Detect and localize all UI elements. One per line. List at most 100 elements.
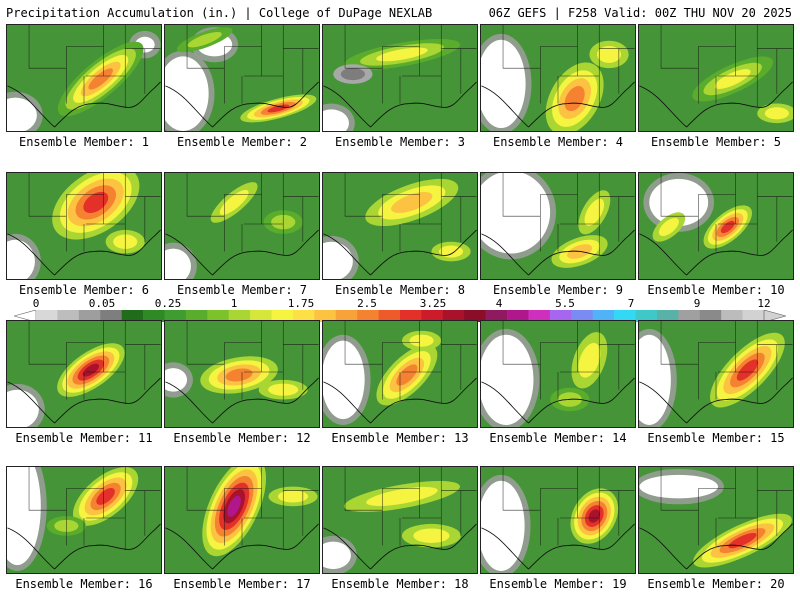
member-caption: Ensemble Member: 20 <box>647 577 785 591</box>
colorbar-swatch <box>464 310 486 322</box>
member-caption: Ensemble Member: 16 <box>15 577 153 591</box>
member-caption: Ensemble Member: 12 <box>173 431 311 445</box>
precip-map <box>322 172 478 280</box>
coastline <box>323 377 477 424</box>
dry-area <box>323 340 365 420</box>
state-borders <box>344 25 477 108</box>
coastline <box>639 81 793 128</box>
ensemble-panel-18[interactable]: Ensemble Member: 18 <box>322 466 478 591</box>
precip-map <box>6 466 162 574</box>
ensemble-panel-17[interactable]: Ensemble Member: 17 <box>164 466 320 591</box>
ensemble-panel-8[interactable]: Ensemble Member: 8 <box>322 172 478 297</box>
colorbar-ticks: 0 0.05 0.25 1 1.75 2.5 3.25 4 5.5 7 9 12 <box>14 297 786 310</box>
ensemble-panel-16[interactable]: Ensemble Member: 16 <box>6 466 162 591</box>
ensemble-panel-3[interactable]: Ensemble Member: 3 <box>322 24 478 149</box>
state-borders <box>502 467 635 550</box>
precip-map <box>164 24 320 132</box>
ensemble-panel-1[interactable]: Ensemble Member: 1 <box>6 24 162 149</box>
member-caption: Ensemble Member: 13 <box>331 431 469 445</box>
precip-contour <box>219 189 249 215</box>
ensemble-panel-13[interactable]: Ensemble Member: 13 <box>322 320 478 445</box>
precip-contour <box>376 47 428 62</box>
colorbar-swatch <box>185 310 208 322</box>
colorbar-tick-label: 0 <box>32 297 40 310</box>
state-borders <box>344 321 477 404</box>
ensemble-panel-20[interactable]: Ensemble Member: 20 <box>638 466 794 591</box>
state-borders <box>502 25 635 108</box>
precip-contour <box>340 68 365 81</box>
colorbar-tick-label: 5.5 <box>555 297 575 310</box>
colorbar-swatch <box>78 310 101 322</box>
ensemble-panel-4[interactable]: Ensemble Member: 4 <box>480 24 636 149</box>
member-caption: Ensemble Member: 4 <box>492 135 624 149</box>
colorbar-tick-label: 1 <box>230 297 238 310</box>
precip-map <box>164 466 320 574</box>
coastline <box>165 229 319 276</box>
state-borders <box>344 467 477 550</box>
dry-area <box>165 248 191 279</box>
precip-contour <box>277 490 309 503</box>
precip-contour <box>396 364 418 386</box>
state-borders <box>502 321 635 404</box>
colorbar-swatch <box>678 310 701 322</box>
ensemble-panel-2[interactable]: Ensemble Member: 2 <box>164 24 320 149</box>
colorbar-swatch <box>314 310 337 322</box>
ensemble-panel-9[interactable]: Ensemble Member: 9 <box>480 172 636 297</box>
dry-area <box>323 241 353 279</box>
state-borders <box>28 173 161 256</box>
member-caption: Ensemble Member: 5 <box>650 135 782 149</box>
colorbar-swatch <box>357 310 379 322</box>
colorbar-tick-label: 1.75 <box>287 297 315 310</box>
ensemble-panel-14[interactable]: Ensemble Member: 14 <box>480 320 636 445</box>
colorbar-swatch <box>271 310 294 322</box>
ensemble-panel-11[interactable]: Ensemble Member: 11 <box>6 320 162 445</box>
coastline <box>481 523 635 570</box>
member-caption: Ensemble Member: 18 <box>331 577 469 591</box>
precip-map <box>322 320 478 428</box>
precip-contour <box>764 107 789 120</box>
colorbar-swatch <box>164 310 187 322</box>
dry-area <box>7 97 37 131</box>
state-borders <box>660 467 793 550</box>
colorbar-swatch <box>421 310 444 322</box>
coastline <box>639 523 793 570</box>
colorbar-swatch <box>57 310 80 322</box>
precip-contour <box>96 488 115 505</box>
precip-map <box>638 320 794 428</box>
precip-contour <box>728 532 757 549</box>
precip-contour <box>187 32 222 48</box>
colorbar-swatch <box>207 310 230 322</box>
member-caption: Ensemble Member: 9 <box>492 283 624 297</box>
precip-map <box>638 172 794 280</box>
ensemble-panel-19[interactable]: Ensemble Member: 19 <box>480 466 636 591</box>
member-caption: Ensemble Member: 17 <box>173 577 311 591</box>
precip-contour <box>88 68 113 90</box>
ensemble-panel-10[interactable]: Ensemble Member: 10 <box>638 172 794 297</box>
member-caption: Ensemble Member: 1 <box>18 135 150 149</box>
colorbar-swatch <box>121 310 144 322</box>
coastline <box>323 523 477 570</box>
ensemble-panel-5[interactable]: Ensemble Member: 5 <box>638 24 794 149</box>
precip-contour <box>413 528 450 543</box>
coastline <box>323 81 477 128</box>
state-borders <box>186 321 319 404</box>
ensemble-panel-15[interactable]: Ensemble Member: 15 <box>638 320 794 445</box>
colorbar-strip <box>14 310 786 322</box>
precip-contour <box>267 104 290 113</box>
colorbar-swatch <box>549 310 572 322</box>
precip-colorbar: 0 0.05 0.25 1 1.75 2.5 3.25 4 5.5 7 9 12 <box>14 297 786 325</box>
state-borders <box>186 173 319 256</box>
state-borders <box>186 467 319 550</box>
ensemble-panel-12[interactable]: Ensemble Member: 12 <box>164 320 320 445</box>
state-borders <box>660 25 793 108</box>
dry-area <box>481 39 526 129</box>
coastline <box>639 377 793 424</box>
colorbar-swatch <box>228 310 251 322</box>
precip-map <box>480 320 636 428</box>
ensemble-panel-7[interactable]: Ensemble Member: 7 <box>164 172 320 297</box>
dry-area <box>7 239 35 279</box>
ensemble-panel-6[interactable]: Ensemble Member: 6 <box>6 172 162 297</box>
colorbar-swatch <box>250 310 272 322</box>
member-caption: Ensemble Member: 3 <box>334 135 466 149</box>
precip-contour <box>82 363 100 377</box>
